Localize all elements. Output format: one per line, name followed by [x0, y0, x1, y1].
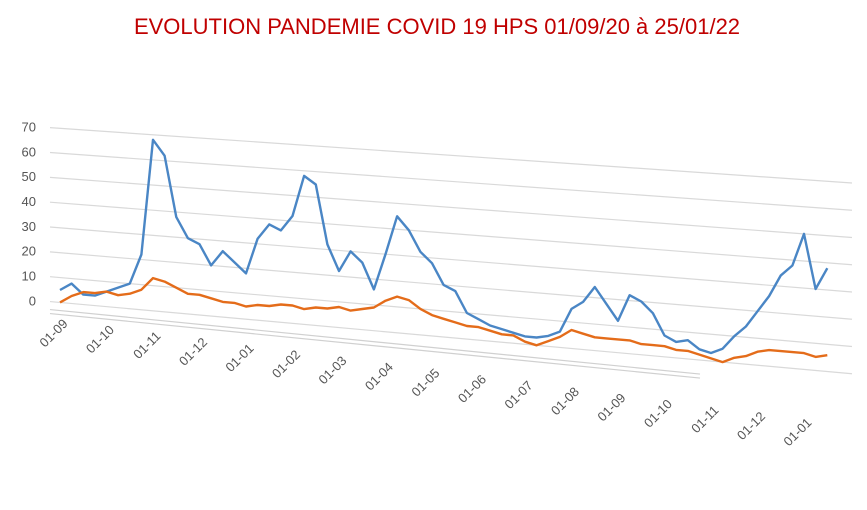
x-tick-label: 01-05: [408, 365, 442, 399]
x-tick-label: 01-02: [269, 347, 303, 381]
y-tick-label: 70: [22, 119, 36, 134]
series-line: [59, 276, 828, 364]
x-tick-label: 01-10: [83, 322, 117, 356]
x-tick-label: 01-04: [362, 359, 396, 393]
grid-line: [49, 151, 853, 211]
x-tick-label: 01-03: [315, 353, 349, 387]
x-tick-label: 01-09: [36, 316, 70, 350]
x-tick-label: 01-06: [455, 372, 489, 406]
x-tick-label: 01-01: [222, 341, 256, 375]
y-tick-label: 10: [22, 269, 36, 284]
grid-line: [49, 226, 853, 293]
x-axis: [49, 308, 701, 375]
y-tick-label: 40: [22, 194, 36, 209]
x-tick-label: 01-12: [176, 334, 210, 368]
x-tick-label: 01-08: [548, 384, 582, 418]
x-tick-label: 01-01: [780, 415, 814, 449]
y-tick-label: 20: [22, 244, 36, 259]
y-tick-label: 50: [22, 169, 36, 184]
y-tick-label: 30: [22, 219, 36, 234]
y-tick-label: 0: [29, 293, 36, 308]
x-tick-label: 01-07: [501, 378, 535, 412]
chart-title: EVOLUTION PANDEMIE COVID 19 HPS 01/09/20…: [134, 14, 740, 39]
series-line: [59, 138, 829, 355]
grid-line: [49, 176, 853, 239]
grid-line: [49, 127, 853, 184]
grid-line: [49, 201, 853, 266]
grid-line: [49, 276, 853, 348]
x-tick-label: 01-12: [734, 409, 768, 443]
grid-line: [49, 251, 853, 320]
x-tick-label: 01-11: [130, 328, 163, 361]
x-tick-label: 01-10: [641, 396, 675, 430]
x-axis: [49, 312, 701, 379]
x-tick-label: 01-09: [594, 390, 628, 424]
x-tick-label: 01-11: [688, 403, 721, 436]
y-tick-label: 60: [22, 144, 36, 159]
